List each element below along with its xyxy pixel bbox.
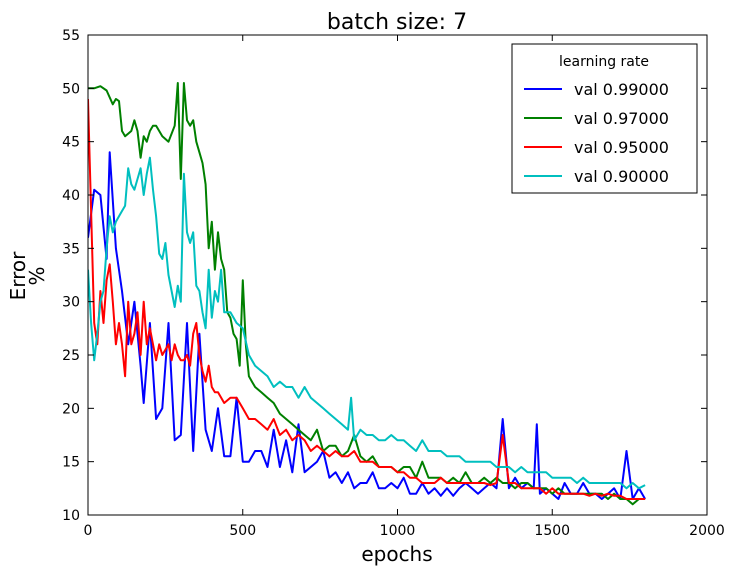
x-tick-label: 1500 <box>534 523 570 539</box>
y-tick-label: 45 <box>62 135 80 151</box>
y-tick-label: 30 <box>62 295 80 311</box>
y-axis-label-line2: % <box>25 266 49 285</box>
y-tick-label: 50 <box>62 81 80 97</box>
chart-title: batch size: 7 <box>327 10 467 35</box>
series-line-2 <box>88 98 646 500</box>
y-tick-label: 40 <box>62 188 80 204</box>
legend-label-0: val 0.99000 <box>574 80 669 99</box>
axis-ticks: 0 500 1000 1500 2000 10 15 20 25 30 35 40 45 50 55 <box>62 28 725 539</box>
legend: learning rate val 0.99000 val 0.97000 val … <box>511 43 698 194</box>
legend-label-2: val 0.95000 <box>574 138 669 157</box>
y-tick-label: 35 <box>62 241 80 257</box>
y-tick-label: 20 <box>62 401 80 417</box>
y-tick-label: 55 <box>62 28 80 44</box>
legend-label-1: val 0.97000 <box>574 109 669 128</box>
y-tick-label: 15 <box>62 455 80 471</box>
legend-label-3: val 0.90000 <box>574 167 669 186</box>
x-tick-label: 1000 <box>380 523 416 539</box>
y-tick-label: 10 <box>62 508 80 524</box>
x-tick-label: 2000 <box>689 523 725 539</box>
x-tick-label: 0 <box>84 523 93 539</box>
y-tick-label: 25 <box>62 348 80 364</box>
y-axis-label-line1: Error <box>6 251 30 301</box>
x-tick-label: 500 <box>229 523 256 539</box>
series-lines <box>88 82 646 506</box>
series-line-3 <box>88 156 646 490</box>
x-axis-label: epochs <box>361 542 432 566</box>
legend-title: learning rate <box>559 54 649 70</box>
